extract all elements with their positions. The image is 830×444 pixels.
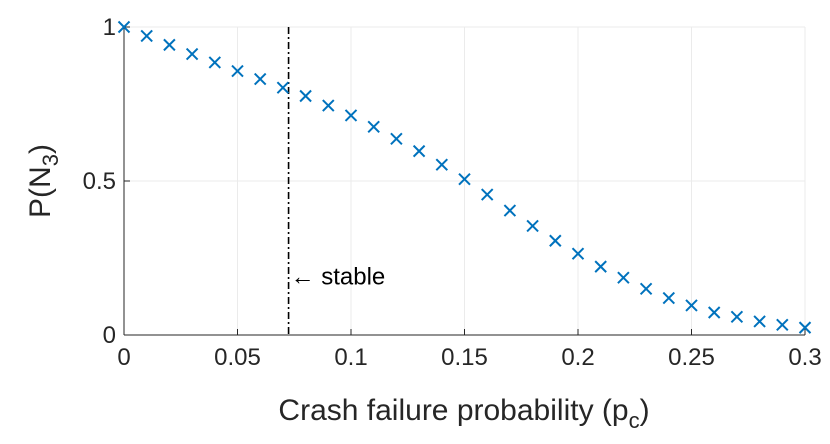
data-point-18 (526, 219, 539, 233)
x-axis-title-main: Crash failure probability (p (278, 394, 628, 427)
y-tick-label-1: 0.5 (83, 168, 116, 195)
data-point-8 (299, 89, 312, 103)
data-point-26 (707, 306, 721, 319)
axis-ticks (123, 26, 806, 336)
y-axis-title-subscript: 3 (38, 154, 63, 166)
data-point-4 (208, 56, 222, 69)
x-axis-title-subscript: c (629, 408, 640, 433)
data-point-1 (140, 29, 153, 43)
data-point-28 (753, 315, 766, 328)
data-point-9 (322, 99, 335, 112)
data-point-13 (412, 144, 426, 158)
y-axis-title-main: P(N (24, 166, 57, 218)
data-point-16 (480, 188, 494, 201)
data-point-22 (617, 271, 630, 284)
x-tick-label-6: 0.3 (788, 344, 821, 371)
data-point-5 (231, 64, 244, 78)
data-point-19 (549, 234, 562, 247)
x-tick-labels: 0 0.05 0.1 0.15 0.2 0.25 0.3 (117, 344, 821, 371)
data-point-12 (390, 132, 403, 146)
x-tick-label-4: 0.2 (561, 344, 594, 371)
data-point-15 (458, 172, 471, 186)
data-point-2 (163, 38, 176, 52)
x-tick-label-1: 0.05 (214, 344, 261, 371)
y-tick-label-0: 0 (103, 322, 116, 349)
data-markers (117, 20, 812, 334)
y-axis-title-close: ) (24, 144, 57, 154)
data-point-23 (639, 282, 653, 296)
data-point-29 (776, 318, 789, 332)
data-point-27 (730, 310, 744, 324)
data-point-14 (435, 158, 449, 171)
stable-annotation: ← stable (291, 263, 386, 290)
data-point-7 (276, 81, 290, 94)
data-point-11 (367, 120, 380, 133)
y-axis-title: P(N3) (24, 144, 63, 218)
x-tick-label-5: 0.25 (668, 344, 715, 371)
data-point-0 (117, 20, 131, 34)
data-point-17 (503, 204, 517, 217)
x-tick-label-2: 0.1 (334, 344, 367, 371)
data-point-24 (662, 291, 676, 305)
x-axis-title: Crash failure probability (pc) (278, 394, 649, 433)
data-point-6 (253, 72, 267, 86)
x-axis-title-close: ) (640, 394, 650, 427)
data-point-21 (594, 260, 607, 273)
x-tick-label-3: 0.15 (441, 344, 488, 371)
y-tick-label-2: 1 (103, 14, 116, 41)
data-point-10 (344, 109, 358, 122)
data-point-20 (571, 247, 585, 260)
data-point-30 (798, 321, 812, 334)
x-tick-label-0: 0 (117, 344, 130, 371)
y-tick-labels: 00.51 (83, 14, 116, 349)
data-point-25 (685, 299, 698, 312)
data-point-3 (185, 47, 199, 61)
